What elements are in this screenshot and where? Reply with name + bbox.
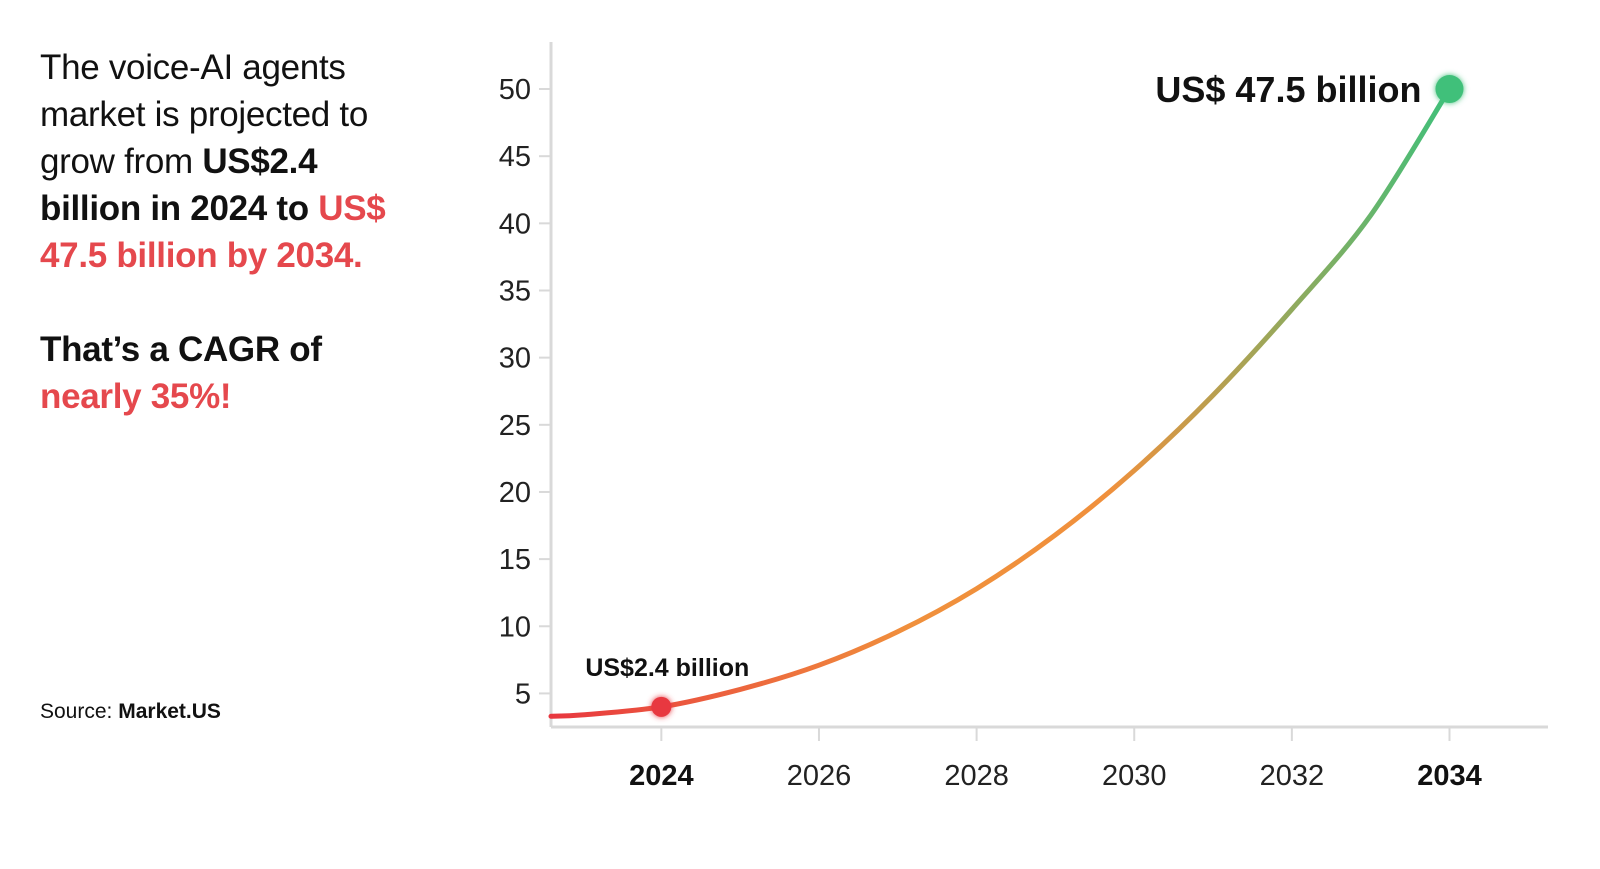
source-line: Source: Market.US xyxy=(40,700,221,724)
series-line xyxy=(548,86,1452,719)
cagr-value: nearly 35%! xyxy=(40,377,232,416)
x-tick-label: 2024 xyxy=(629,760,694,792)
headline-line-1: The voice-AI agents xyxy=(40,48,346,87)
axis-ticks: 5 10 15 20 25 30 35 40 45 50 2024 2026 2028 2030 2032 2… xyxy=(499,74,1482,792)
y-tick-label: 25 xyxy=(499,410,531,442)
y-tick-label: 45 xyxy=(499,141,531,173)
cagr-statement: That’s a CAGR of nearly 35%! xyxy=(40,326,460,420)
start-point-label: US$2.4 billion xyxy=(585,654,749,682)
source-label: Source: xyxy=(40,700,119,723)
headline-line-2: market is projected to xyxy=(40,95,368,134)
x-tick-label: 2034 xyxy=(1417,760,1482,792)
y-tick-label: 20 xyxy=(499,477,531,509)
y-tick-label: 40 xyxy=(499,208,531,240)
y-tick-label: 50 xyxy=(499,74,531,106)
x-tick-label: 2032 xyxy=(1260,760,1325,792)
headline-line-3: grow from xyxy=(40,142,203,181)
start-value-text: US$2.4 xyxy=(202,142,318,181)
end-point-label: US$ 47.5 billion xyxy=(1155,69,1421,110)
end-currency-text: US$ xyxy=(318,189,386,228)
start-year-text: billion in 2024 to xyxy=(40,189,319,228)
y-tick-label: 10 xyxy=(499,611,531,643)
end-value-text: 47.5 billion by 2034. xyxy=(40,236,363,275)
cagr-label: That’s a CAGR of xyxy=(40,330,322,369)
x-tick-label: 2030 xyxy=(1102,760,1167,792)
y-tick-label: 15 xyxy=(499,544,531,576)
end-point-marker xyxy=(1435,75,1464,104)
source-name: Market.US xyxy=(118,700,221,723)
y-tick-label: 5 xyxy=(515,678,531,710)
data-points: US$2.4 billion US$ 47.5 billion xyxy=(585,69,1464,717)
y-tick-label: 30 xyxy=(499,343,531,375)
headline: The voice-AI agents market is projected … xyxy=(40,44,460,279)
x-tick-label: 2026 xyxy=(787,760,852,792)
x-tick-label: 2028 xyxy=(944,760,1009,792)
y-tick-label: 35 xyxy=(499,275,531,307)
start-point-marker xyxy=(651,696,672,717)
